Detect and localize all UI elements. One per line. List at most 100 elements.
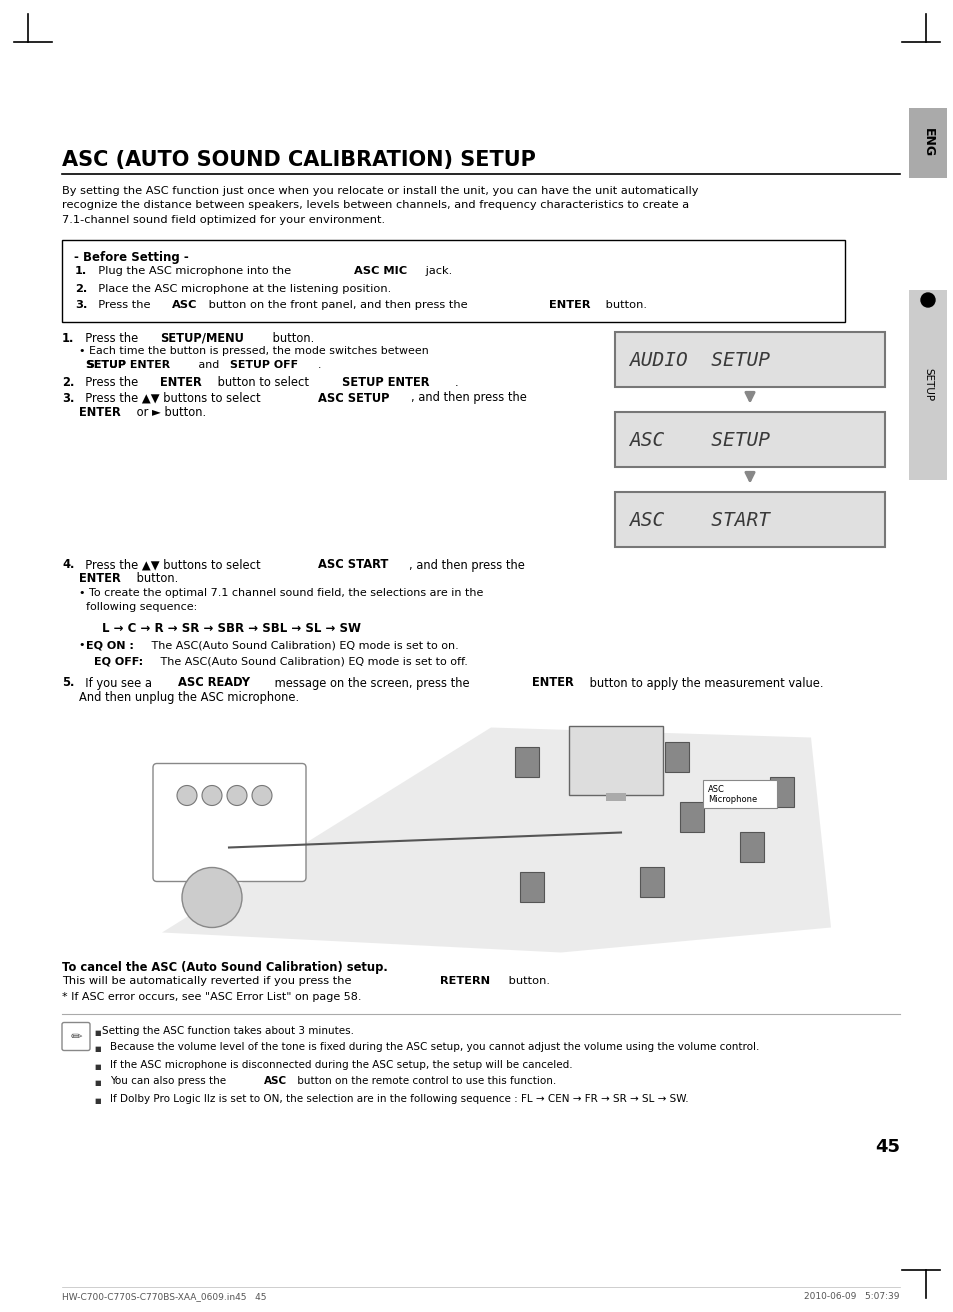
Text: AUDIO  SETUP: AUDIO SETUP [628,352,769,370]
FancyBboxPatch shape [769,777,793,807]
Text: button.: button. [601,300,646,311]
Text: ENTER: ENTER [548,300,590,311]
Text: You can also press the: You can also press the [110,1077,229,1086]
Text: ENTER: ENTER [79,405,121,419]
Text: button.: button. [504,976,549,987]
Text: If you see a: If you see a [78,677,155,690]
Text: •: • [79,640,89,651]
Text: button.: button. [269,332,314,345]
Text: or ► button.: or ► button. [132,405,206,419]
Text: SETUP/MENU: SETUP/MENU [160,332,244,345]
Circle shape [227,786,247,806]
Bar [908,108,946,178]
Text: and: and [194,359,222,370]
Text: ENG: ENG [921,129,934,157]
Text: button on the remote control to use this function.: button on the remote control to use this… [294,1077,556,1086]
Text: ASC (AUTO SOUND CALIBRATION) SETUP: ASC (AUTO SOUND CALIBRATION) SETUP [62,150,536,171]
Text: button.: button. [132,572,178,585]
Text: If the ASC microphone is disconnected during the ASC setup, the setup will be ca: If the ASC microphone is disconnected du… [110,1060,572,1069]
Text: SETUP ENTER: SETUP ENTER [86,359,170,370]
Text: .: . [454,375,457,388]
Text: ■: ■ [94,1081,100,1086]
Circle shape [202,786,222,806]
Text: • To create the optimal 7.1 channel sound field, the selections are in the: • To create the optimal 7.1 channel soun… [79,589,483,598]
Text: ASC MIC: ASC MIC [354,266,406,277]
Text: Press the: Press the [91,300,154,311]
Text: Plug the ASC microphone into the: Plug the ASC microphone into the [91,266,294,277]
Text: ENTER: ENTER [160,375,202,388]
Text: * If ASC error occurs, see "ASC Error List" on page 58.: * If ASC error occurs, see "ASC Error Li… [62,992,361,1001]
Text: 4.: 4. [62,559,74,572]
Text: 2.: 2. [62,375,74,388]
Text: 1.: 1. [62,332,74,345]
Circle shape [252,786,272,806]
Circle shape [920,293,934,307]
Text: ASC: ASC [172,300,197,311]
Text: jack.: jack. [422,266,452,277]
Text: HW-C700-C770S-C770BS-XAA_0609.in45   45: HW-C700-C770S-C770BS-XAA_0609.in45 45 [62,1292,266,1302]
Circle shape [177,786,196,806]
Text: Setting the ASC function takes about 3 minutes.: Setting the ASC function takes about 3 m… [102,1026,354,1035]
Text: Place the ASC microphone at the listening position.: Place the ASC microphone at the listenin… [91,283,391,294]
Text: ■: ■ [94,1047,100,1052]
Bar [62,1019,899,1119]
Text: ASC START: ASC START [318,559,388,572]
FancyBboxPatch shape [664,741,688,771]
Text: following sequence:: following sequence: [86,601,197,611]
Text: recognize the distance between speakers, levels between channels, and frequency : recognize the distance between speakers,… [62,201,688,210]
Text: L → C → R → SR → SBR → SBL → SL → SW: L → C → R → SR → SBR → SBL → SL → SW [102,622,360,635]
Text: Press the ▲▼ buttons to select: Press the ▲▼ buttons to select [78,391,264,404]
FancyBboxPatch shape [568,726,662,795]
FancyBboxPatch shape [639,866,663,896]
Text: SETUP: SETUP [86,359,126,370]
Text: .: . [318,359,321,370]
Text: - Before Setting -: - Before Setting - [74,251,189,264]
Bar [615,492,884,547]
Text: 45: 45 [874,1138,899,1156]
Text: , and then press the: , and then press the [409,559,524,572]
FancyBboxPatch shape [740,832,763,862]
Text: ■: ■ [94,1098,100,1103]
Text: ASC SETUP: ASC SETUP [318,391,390,404]
FancyBboxPatch shape [62,1022,90,1051]
Text: If Dolby Pro Logic IIz is set to ON, the selection are in the following sequence: If Dolby Pro Logic IIz is set to ON, the… [110,1093,688,1103]
Text: SETUP: SETUP [923,369,932,401]
Bar [615,332,884,387]
Text: The ASC(Auto Sound Calibration) EQ mode is set to on.: The ASC(Auto Sound Calibration) EQ mode … [148,640,458,651]
Text: 7.1-channel sound field optimized for your environment.: 7.1-channel sound field optimized for yo… [62,215,385,224]
Text: EQ OFF:: EQ OFF: [94,656,143,666]
Text: SETUP OFF: SETUP OFF [230,359,298,370]
Polygon shape [162,727,830,953]
Text: button to select: button to select [214,375,313,388]
Text: Press the: Press the [78,375,142,388]
Text: button on the front panel, and then press the: button on the front panel, and then pres… [205,300,471,311]
Text: ASC    SETUP: ASC SETUP [628,432,769,450]
Text: • Each time the button is pressed, the mode switches between: • Each time the button is pressed, the m… [79,346,428,357]
FancyBboxPatch shape [152,764,306,882]
Text: Press the: Press the [78,332,142,345]
Text: Because the volume level of the tone is fixed during the ASC setup, you cannot a: Because the volume level of the tone is … [110,1043,759,1052]
Text: ASC    START: ASC START [628,512,769,530]
Bar [615,412,884,467]
Text: Press the ▲▼ buttons to select: Press the ▲▼ buttons to select [78,559,264,572]
Text: ✏: ✏ [71,1030,82,1043]
Text: 5.: 5. [62,677,74,690]
Text: ASC READY: ASC READY [178,677,250,690]
Text: 2010-06-09   5:07:39: 2010-06-09 5:07:39 [803,1292,899,1302]
Bar [908,290,946,480]
Text: 3.: 3. [62,391,74,404]
Text: RETERN: RETERN [439,976,490,987]
Text: And then unplug the ASC microphone.: And then unplug the ASC microphone. [79,690,299,703]
Text: ■: ■ [94,1030,100,1035]
Circle shape [182,867,242,928]
Text: To cancel the ASC (Auto Sound Calibration) setup.: To cancel the ASC (Auto Sound Calibratio… [62,960,387,974]
Text: 2.: 2. [75,283,87,294]
FancyBboxPatch shape [702,779,776,807]
Text: ASC
Microphone: ASC Microphone [707,785,757,804]
FancyBboxPatch shape [515,747,538,777]
Text: SETUP ENTER: SETUP ENTER [341,375,429,388]
Text: 1.: 1. [75,266,87,277]
FancyBboxPatch shape [519,871,543,901]
Text: EQ ON :: EQ ON : [86,640,133,651]
Text: message on the screen, press the: message on the screen, press the [271,677,473,690]
